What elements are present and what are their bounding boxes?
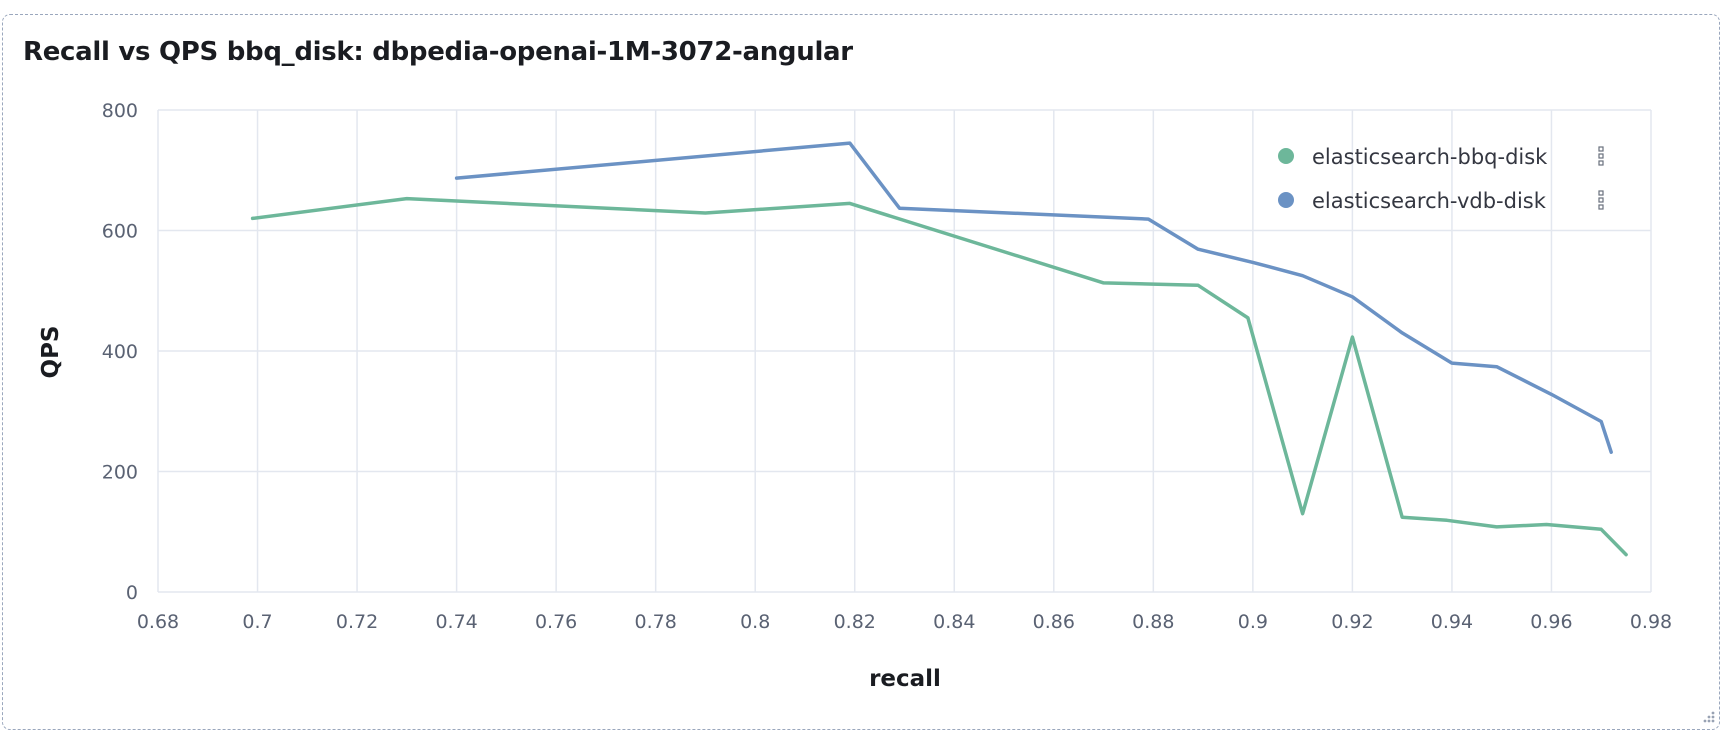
series-line-elasticsearch-vdb-disk[interactable] — [454, 141, 1613, 454]
y-tick-label: 600 — [102, 221, 138, 243]
legend-marker — [1278, 192, 1294, 208]
series-line-elasticsearch-bbq-disk[interactable] — [250, 196, 1628, 557]
y-tick-label: 0 — [126, 582, 138, 604]
legend-actions-dot — [1598, 146, 1604, 152]
legend-item[interactable]: elasticsearch-bbq-disk — [1278, 145, 1604, 169]
legend-actions-dot — [1598, 190, 1604, 196]
x-tick-label: 0.78 — [635, 611, 677, 633]
y-axis-title: QPS — [38, 326, 64, 379]
legend-actions-dot — [1598, 197, 1604, 203]
x-tick-label: 0.86 — [1033, 611, 1075, 633]
x-tick-label: 0.76 — [535, 611, 577, 633]
x-tick-labels: 0.68 0.7 0.72 0.74 0.76 0.78 0.8 0.82 0.84 0.86 0.… — [137, 611, 1672, 633]
x-tick-label: 0.72 — [336, 611, 378, 633]
legend-actions-icon[interactable] — [1598, 146, 1604, 166]
x-tick-label: 0.88 — [1132, 611, 1174, 633]
x-tick-label: 0.8 — [740, 611, 770, 633]
y-tick-label: 800 — [102, 100, 138, 122]
x-tick-label: 0.74 — [435, 611, 477, 633]
y-tick-label: 200 — [102, 462, 138, 484]
y-tick-labels: 0 200 400 600 800 — [102, 100, 138, 604]
x-tick-label: 0.9 — [1238, 611, 1268, 633]
legend-actions-dot — [1598, 153, 1604, 159]
legend-actions-dot — [1598, 204, 1604, 210]
x-tick-label: 0.68 — [137, 611, 179, 633]
y-tick-label: 400 — [102, 341, 138, 363]
legend-label: elasticsearch-vdb-disk — [1312, 189, 1547, 213]
legend-label: elasticsearch-bbq-disk — [1312, 145, 1548, 169]
legend-actions-dot — [1598, 160, 1604, 166]
legend-marker — [1278, 148, 1294, 164]
x-tick-label: 0.92 — [1331, 611, 1373, 633]
x-tick-label: 0.96 — [1530, 611, 1572, 633]
x-tick-label: 0.98 — [1630, 611, 1672, 633]
resize-handle-icon[interactable] — [1700, 710, 1716, 726]
x-tick-label: 0.7 — [242, 611, 272, 633]
x-axis-title: recall — [869, 666, 941, 692]
grid-lines — [157, 109, 1652, 593]
series-lines — [250, 141, 1628, 557]
x-tick-label: 0.94 — [1431, 611, 1473, 633]
legend-actions-icon[interactable] — [1598, 190, 1604, 210]
x-tick-label: 0.84 — [933, 611, 975, 633]
legend-item[interactable]: elasticsearch-vdb-disk — [1278, 189, 1604, 213]
legend: elasticsearch-bbq-disk elasticsearch-vdb-… — [1278, 145, 1604, 213]
chart-title: Recall vs QPS bbq_disk: dbpedia-openai-1… — [23, 37, 853, 67]
x-tick-label: 0.82 — [834, 611, 876, 633]
chart-panel: Recall vs QPS bbq_disk: dbpedia-openai-1… — [2, 14, 1720, 730]
